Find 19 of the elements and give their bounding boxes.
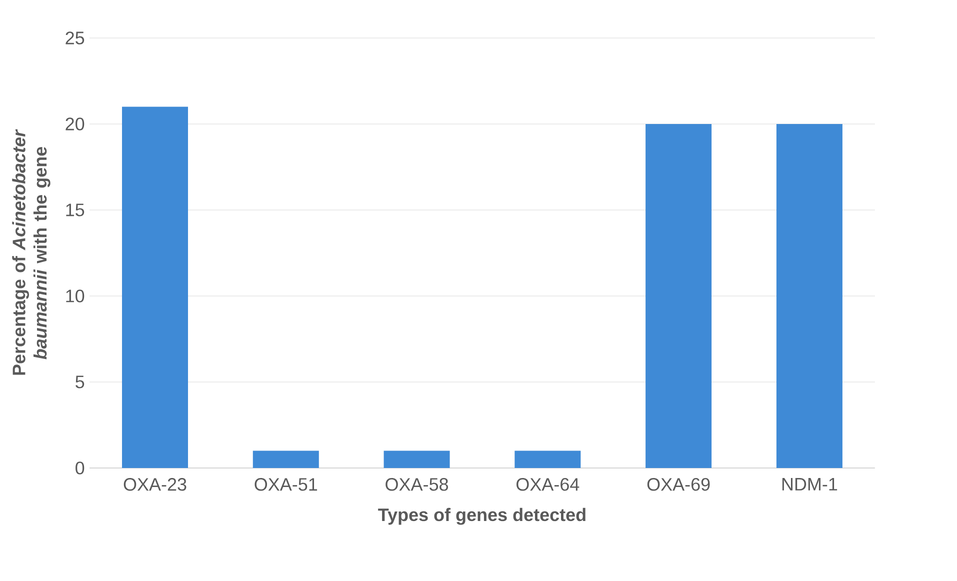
bar	[514, 450, 581, 468]
y-tick-label: 25	[66, 32, 84, 44]
y-tick-label: 15	[66, 204, 84, 216]
bar	[646, 124, 712, 468]
y-tick-label: 0	[76, 462, 84, 474]
x-tick-label: NDM-1	[782, 478, 838, 490]
x-axis-title: Types of genes detected	[378, 508, 586, 525]
x-tick-label: OXA-69	[647, 478, 710, 491]
x-tick-label: OXA-58	[386, 478, 448, 491]
x-tick-label: OXA-64	[516, 478, 580, 491]
bar	[122, 106, 188, 468]
bar	[384, 450, 450, 468]
x-tick-label: OXA-51	[254, 478, 318, 491]
x-tick-label: OXA-23	[124, 478, 186, 491]
bar	[252, 450, 319, 468]
y-tick-label: 10	[66, 290, 84, 302]
bar	[776, 124, 842, 468]
y-tick-label: 5	[76, 376, 84, 388]
y-tick-label: 20	[66, 118, 84, 130]
